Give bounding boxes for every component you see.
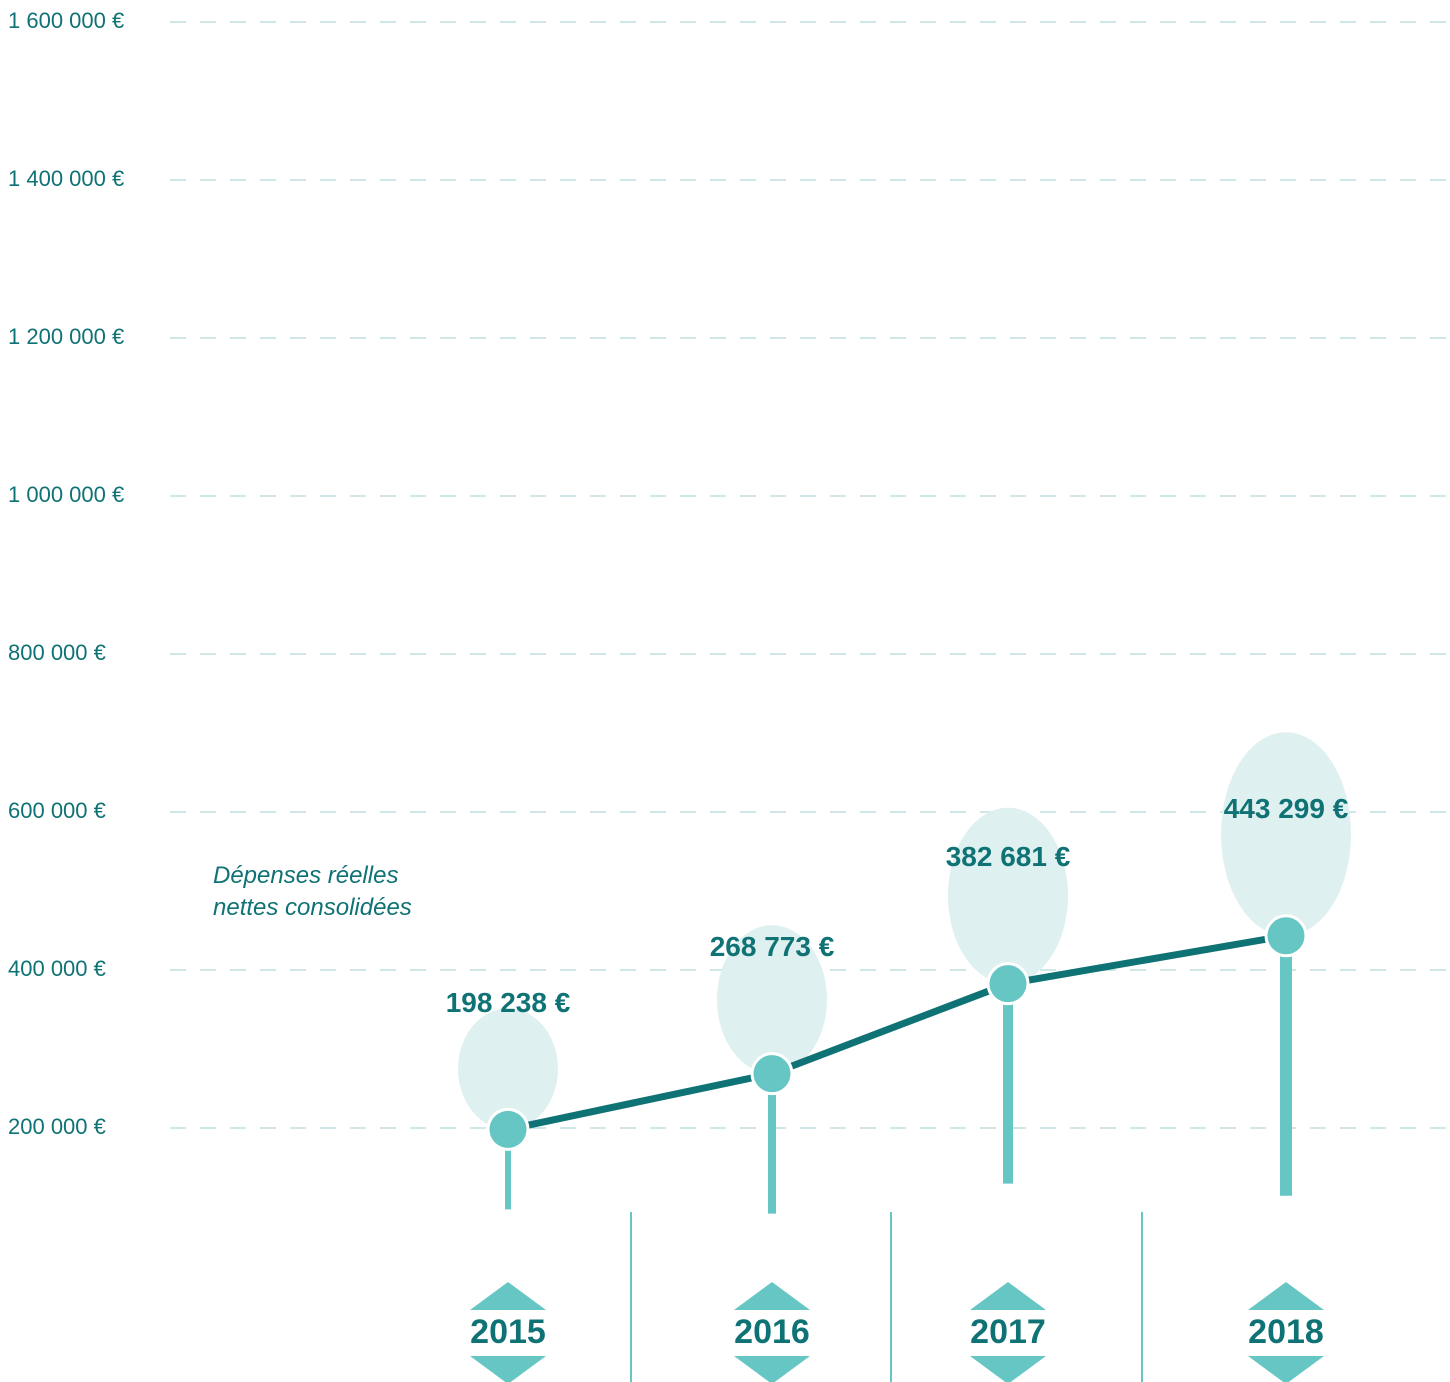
value-label: 443 299 €	[1224, 793, 1349, 824]
x-tick-label: 2015	[470, 1313, 546, 1351]
chart: 200 000 € 400 000 € 600 000 € 800 000 € 1 00…	[0, 0, 1450, 1382]
y-tick-label: 200 000 €	[8, 1114, 106, 1139]
value-label: 198 238 €	[446, 987, 571, 1018]
y-tick-label: 1 600 000 €	[8, 8, 124, 33]
marker-down	[1248, 1356, 1324, 1382]
x-tick-label: 2018	[1248, 1313, 1324, 1351]
series-label: Dépenses réelles nettes consolidées	[213, 860, 453, 924]
chart-page: 200 000 € 400 000 € 600 000 € 800 000 € 1 00…	[0, 0, 1450, 1382]
point	[752, 1054, 792, 1094]
y-tick-label: 1 000 000 €	[8, 482, 124, 507]
marker-up	[970, 1282, 1046, 1310]
value-label: 268 773 €	[710, 931, 835, 962]
x-tick-label: 2016	[734, 1313, 810, 1351]
marker-down	[470, 1356, 546, 1382]
line	[508, 936, 1286, 1130]
point	[1266, 916, 1306, 956]
leaf	[948, 808, 1068, 984]
marker-down	[970, 1356, 1046, 1382]
y-tick-label: 1 200 000 €	[8, 324, 124, 349]
x-tick-label: 2017	[970, 1313, 1046, 1351]
point	[988, 964, 1028, 1004]
value-label: 382 681 €	[946, 841, 1071, 872]
leaf	[1221, 732, 1351, 936]
marker-down	[734, 1356, 810, 1382]
y-tick-label: 1 400 000 €	[8, 166, 124, 191]
y-tick-label: 600 000 €	[8, 798, 106, 823]
y-tick-label: 400 000 €	[8, 956, 106, 981]
point	[488, 1109, 528, 1149]
marker-up	[470, 1282, 546, 1310]
y-tick-label: 800 000 €	[8, 640, 106, 665]
marker-up	[734, 1282, 810, 1310]
marker-up	[1248, 1282, 1324, 1310]
